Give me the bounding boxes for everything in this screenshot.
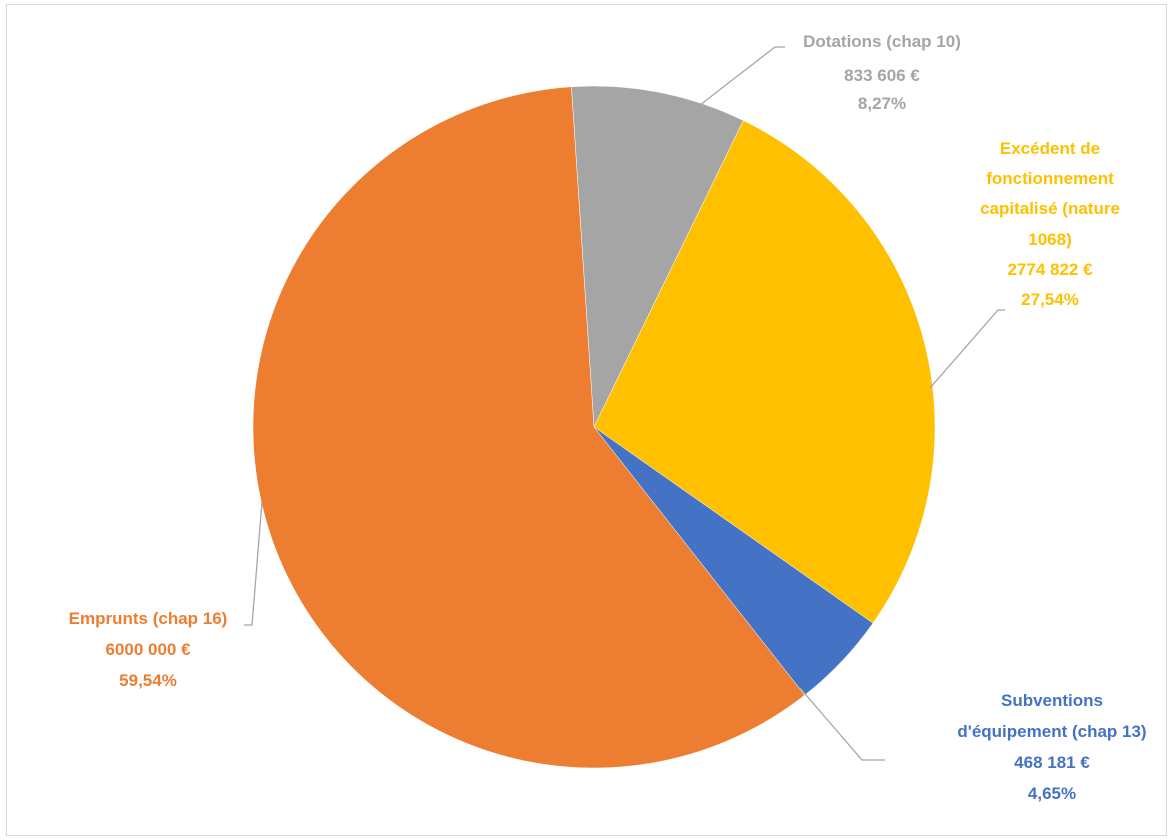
data-label-value-emprunts-chap-16: 6000 000 € xyxy=(105,640,191,659)
pie-slice-excedent-de-fonctionnement-capitalise-nature-1068 xyxy=(593,120,936,624)
leader-line-subventions-d-equipement-chap-13 xyxy=(799,687,885,761)
data-label-category-dotations-chap-10: Dotations (chap 10) xyxy=(803,32,961,51)
data-label-value-dotations-chap-10: 833 606 € xyxy=(844,66,920,85)
data-label-category-line-excedent-de-fonctionnement-capitalise-nature-1068: Excédent de xyxy=(1000,139,1100,158)
data-label-percent-emprunts-chap-16: 59,54% xyxy=(119,671,177,690)
data-label-category-emprunts-chap-16: Emprunts (chap 16) xyxy=(69,609,228,628)
leader-line-excedent-de-fonctionnement-capitalise-nature-1068 xyxy=(929,309,1005,389)
leader-line-dotations-chap-10 xyxy=(699,46,785,106)
data-label-category-line-excedent-de-fonctionnement-capitalise-nature-1068: 1068) xyxy=(1028,230,1071,249)
data-label-percent-excedent-de-fonctionnement-capitalise-nature-1068: 27,54% xyxy=(1021,290,1079,309)
data-label-percent-subventions-d-equipement-chap-13: 4,65% xyxy=(1028,784,1076,803)
leader-line-emprunts-chap-16 xyxy=(244,501,263,626)
data-label-category-line-subventions-d-equipement-chap-13: d'équipement (chap 13) xyxy=(957,722,1146,741)
data-label-percent-dotations-chap-10: 8,27% xyxy=(858,94,906,113)
data-label-category-line-excedent-de-fonctionnement-capitalise-nature-1068: fonctionnement xyxy=(986,169,1114,188)
data-label-category-line-excedent-de-fonctionnement-capitalise-nature-1068: capitalisé (nature xyxy=(980,199,1120,218)
data-label-category-line-subventions-d-equipement-chap-13: Subventions xyxy=(1001,691,1103,710)
data-label-value-excedent-de-fonctionnement-capitalise-nature-1068: 2774 822 € xyxy=(1007,260,1093,279)
pie-slice-dotations-chap-10 xyxy=(571,85,744,428)
pie-slice-emprunts-chap-16 xyxy=(252,86,806,769)
data-label-value-subventions-d-equipement-chap-13: 468 181 € xyxy=(1014,753,1090,772)
